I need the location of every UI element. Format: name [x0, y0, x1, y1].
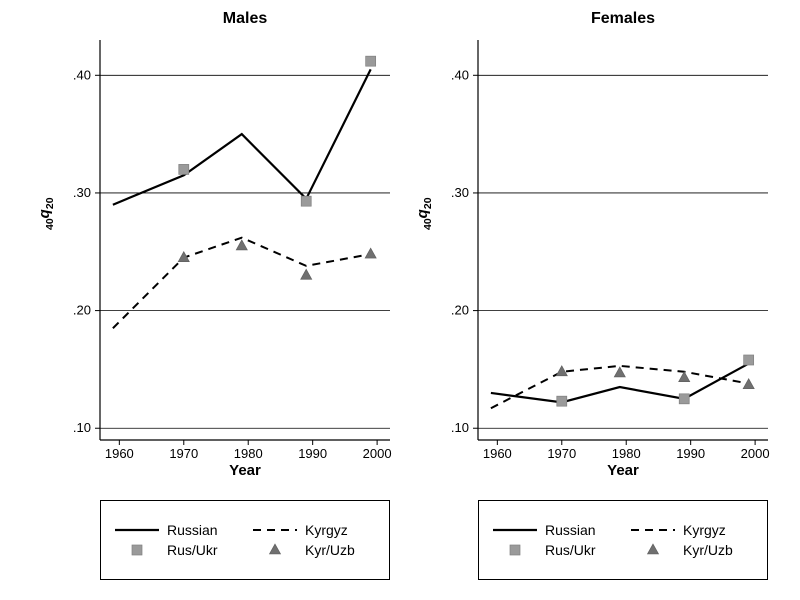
- x-axis-label-males: Year: [100, 462, 390, 479]
- y-tick-label: .10: [451, 420, 469, 435]
- y-tick-label: .30: [73, 185, 91, 200]
- x-tick-label: 1960: [483, 446, 512, 461]
- legend-item-rus_ukr: Rus/Ukr: [115, 542, 237, 558]
- legend-row: Rus/Ukr Kyr/Uzb: [115, 542, 375, 558]
- legend-marker: [648, 544, 659, 554]
- y-tick-label: .40: [73, 67, 91, 82]
- plot-area-females: 19601970198019902000.10.20.30.40: [478, 40, 768, 440]
- series-marker-rus_ukr: [744, 355, 754, 365]
- series-line-russian: [113, 69, 371, 204]
- legend-item-russian: Russian: [493, 522, 615, 538]
- x-tick-label: 1960: [105, 446, 134, 461]
- figure-root: Males19601970198019902000.10.20.30.40Yea…: [0, 0, 800, 600]
- legend-marker: [132, 545, 142, 555]
- legend-row: Russian Kyrgyz: [115, 522, 375, 538]
- series-line-kyrgyz: [113, 238, 371, 329]
- legend-label: Rus/Ukr: [545, 542, 596, 558]
- legend-row: Rus/Ukr Kyr/Uzb: [493, 542, 753, 558]
- x-axis-label-females: Year: [478, 462, 768, 479]
- series-marker-kyr_uzb: [556, 366, 567, 376]
- series-marker-rus_ukr: [366, 56, 376, 66]
- y-tick-label: .40: [451, 67, 469, 82]
- x-tick-label: 1970: [169, 446, 198, 461]
- series-marker-rus_ukr: [679, 394, 689, 404]
- legend-item-kyrgyz: Kyrgyz: [253, 522, 375, 538]
- legend-swatch: [115, 543, 159, 557]
- legend-swatch: [493, 523, 537, 537]
- legend-marker: [510, 545, 520, 555]
- legend-marker: [270, 544, 281, 554]
- series-marker-kyr_uzb: [679, 372, 690, 382]
- y-axis-label-females: 40q20: [414, 197, 434, 230]
- x-tick-label: 2000: [363, 446, 392, 461]
- legend-swatch: [493, 543, 537, 557]
- series-marker-kyr_uzb: [743, 379, 754, 389]
- legend-item-kyr_uzb: Kyr/Uzb: [253, 542, 375, 558]
- x-tick-label: 1970: [547, 446, 576, 461]
- legend-label: Russian: [545, 522, 596, 538]
- legend-swatch: [631, 523, 675, 537]
- series-marker-kyr_uzb: [236, 240, 247, 250]
- series-marker-kyr_uzb: [614, 367, 625, 377]
- panel-title-females: Females: [478, 10, 768, 28]
- series-marker-kyr_uzb: [301, 269, 312, 279]
- legend-item-russian: Russian: [115, 522, 237, 538]
- x-tick-label: 1980: [234, 446, 263, 461]
- x-tick-label: 2000: [741, 446, 770, 461]
- legend-label: Russian: [167, 522, 218, 538]
- legend-swatch: [253, 543, 297, 557]
- legend-label: Kyr/Uzb: [683, 542, 733, 558]
- x-tick-label: 1990: [676, 446, 705, 461]
- legend-item-rus_ukr: Rus/Ukr: [493, 542, 615, 558]
- legend-right: Russian Kyrgyz Rus/Ukr Kyr/Uzb: [478, 500, 768, 580]
- y-axis-label-males: 40q20: [36, 197, 56, 230]
- y-tick-label: .20: [451, 303, 469, 318]
- y-tick-label: .20: [73, 303, 91, 318]
- legend-label: Kyrgyz: [305, 522, 348, 538]
- legend-swatch: [115, 523, 159, 537]
- legend-label: Kyr/Uzb: [305, 542, 355, 558]
- y-tick-label: .10: [73, 420, 91, 435]
- y-tick-label: .30: [451, 185, 469, 200]
- series-marker-rus_ukr: [179, 164, 189, 174]
- legend-left: Russian Kyrgyz Rus/Ukr Kyr/Uzb: [100, 500, 390, 580]
- legend-item-kyrgyz: Kyrgyz: [631, 522, 753, 538]
- series-marker-rus_ukr: [301, 196, 311, 206]
- legend-swatch: [253, 523, 297, 537]
- x-tick-label: 1980: [612, 446, 641, 461]
- plot-area-males: 19601970198019902000.10.20.30.40: [100, 40, 390, 440]
- series-marker-rus_ukr: [557, 396, 567, 406]
- legend-label: Kyrgyz: [683, 522, 726, 538]
- series-marker-kyr_uzb: [365, 248, 376, 258]
- panel-title-males: Males: [100, 10, 390, 28]
- legend-row: Russian Kyrgyz: [493, 522, 753, 538]
- legend-item-kyr_uzb: Kyr/Uzb: [631, 542, 753, 558]
- legend-swatch: [631, 543, 675, 557]
- legend-label: Rus/Ukr: [167, 542, 218, 558]
- x-tick-label: 1990: [298, 446, 327, 461]
